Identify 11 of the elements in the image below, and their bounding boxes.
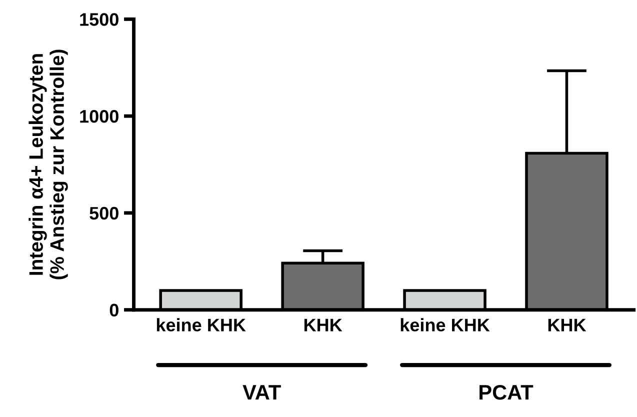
x-tick-label: keine KHK	[400, 318, 490, 332]
x-tick-label: KHK	[304, 318, 342, 332]
text: PCAT	[480, 384, 534, 400]
y-tick-label: 1000	[80, 110, 118, 123]
x-tick-label: keine KHK	[156, 318, 246, 332]
y-tick-label: 1500	[80, 13, 118, 26]
text: VAT	[242, 385, 281, 400]
x-tick-label: KHK	[548, 318, 586, 332]
y-tick-label: 500	[90, 206, 118, 220]
y-tick-label: 0	[110, 304, 118, 317]
y-axis-title: Integrin α4+ Leukozyten (% Anstieg zur Kontrolle)	[28, 50, 68, 280]
